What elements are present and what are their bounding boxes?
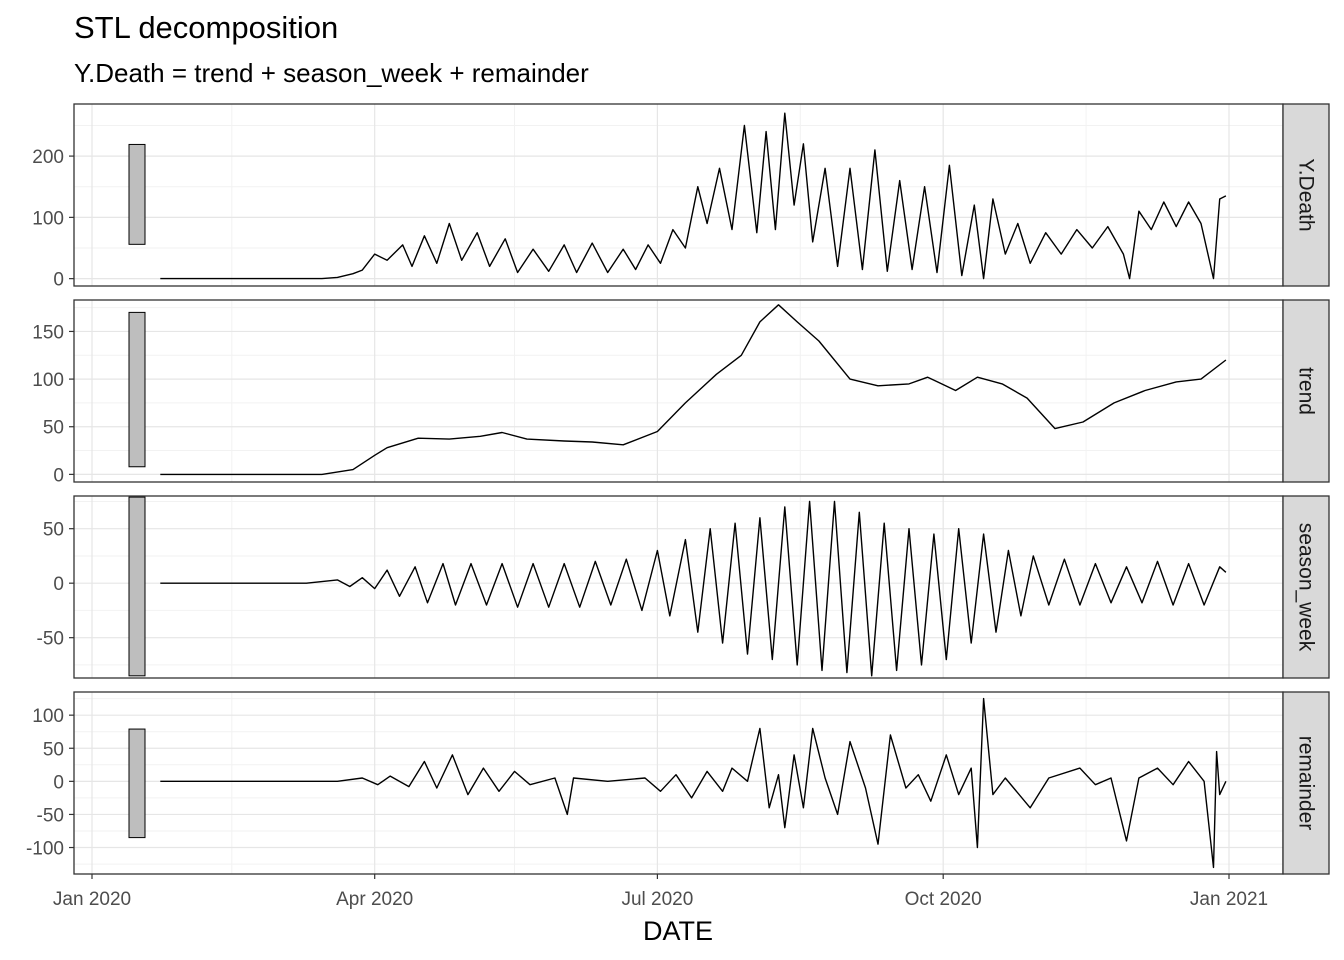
series-line (160, 500, 1227, 677)
x-tick-label: Jan 2021 (1190, 889, 1268, 910)
y-tick-label: 0 (53, 574, 64, 595)
facet-remainder: -100 -50 0 50 100 remainder (26, 691, 1330, 875)
panel-border (73, 691, 1284, 875)
y-tick-label: 0 (53, 772, 64, 793)
series-line (160, 304, 1227, 476)
scale-bar (128, 728, 146, 839)
scale-bar (128, 311, 146, 468)
y-tick-label: -100 (26, 839, 64, 860)
facet-strip-label: Y.Death (1295, 158, 1318, 231)
series-line (160, 112, 1227, 280)
y-tick-label: 100 (32, 706, 64, 727)
x-tick-label: Apr 2020 (336, 889, 413, 910)
facet-strip (1282, 691, 1330, 875)
facet-panels: 0 100 200 Y.Death 0 50 100 150 trend -50 0 50 season… (26, 103, 1330, 875)
x-tick-label: Oct 2020 (905, 889, 982, 910)
y-tick-label: 50 (43, 739, 64, 760)
y-tick-label: 150 (32, 322, 64, 343)
facet-strip-label: trend (1295, 367, 1318, 415)
facet-strip-label: season_week (1295, 523, 1318, 652)
scale-bar (128, 496, 146, 677)
y-tick-label: -50 (37, 805, 64, 826)
panel-border (73, 495, 1284, 679)
facet-strip (1282, 495, 1330, 679)
x-axis-label: DATE (643, 916, 713, 946)
y-tick-label: 0 (53, 270, 64, 291)
facet-strip-label: remainder (1295, 736, 1318, 831)
facet-y-death: 0 100 200 Y.Death (32, 103, 1330, 291)
y-tick-label: -50 (37, 629, 64, 650)
y-tick-label: 50 (43, 520, 64, 541)
chart-title: STL decomposition (74, 10, 339, 45)
panel-border (73, 103, 1284, 287)
facet-season-week: -50 0 50 season_week (37, 495, 1330, 679)
panel-border (73, 299, 1284, 483)
chart-subtitle: Y.Death = trend + season_week + remainde… (74, 58, 589, 88)
x-tick-label: Jan 2020 (53, 889, 131, 910)
x-tick-label: Jul 2020 (621, 889, 693, 910)
scale-bar (128, 143, 146, 245)
y-tick-label: 100 (32, 370, 64, 391)
facet-strip (1282, 103, 1330, 287)
y-tick-label: 50 (43, 418, 64, 439)
y-tick-label: 100 (32, 208, 64, 229)
y-tick-label: 0 (53, 465, 64, 486)
x-axis: Jan 2020 Apr 2020 Jul 2020 Oct 2020 Jan 2021 (53, 874, 1268, 910)
facet-strip (1282, 299, 1330, 483)
y-tick-label: 200 (32, 147, 64, 168)
series-line (160, 697, 1227, 869)
facet-trend: 0 50 100 150 trend (32, 299, 1330, 486)
